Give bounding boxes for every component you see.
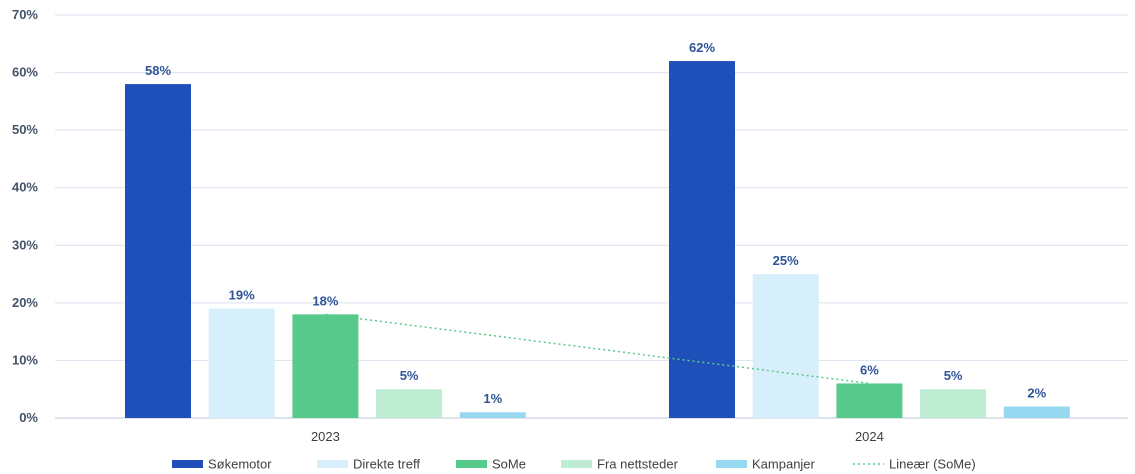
- data-label: 6%: [860, 362, 879, 377]
- legend-swatch: [561, 460, 592, 468]
- x-category-label: 2023: [311, 429, 340, 444]
- bar: [920, 389, 987, 418]
- data-label: 25%: [773, 253, 799, 268]
- data-label: 5%: [944, 368, 963, 383]
- data-label: 5%: [400, 368, 419, 383]
- legend-swatch: [172, 460, 203, 468]
- bar: [1003, 406, 1070, 418]
- legend-label: SoMe: [492, 457, 526, 472]
- bar: [376, 389, 443, 418]
- data-label: 18%: [312, 293, 338, 308]
- legend-label: Søkemotor: [208, 457, 272, 472]
- trendline: [325, 313, 870, 385]
- x-axis-categories: 2023 2024: [311, 429, 884, 444]
- y-tick-label: 60%: [12, 65, 38, 80]
- y-tick-label: 50%: [12, 122, 38, 137]
- y-axis-ticks: 0% 10% 20% 30% 40% 50% 60% 70%: [12, 7, 38, 425]
- legend-swatch: [317, 460, 348, 468]
- bar: [292, 314, 359, 418]
- bars: [125, 61, 1070, 419]
- legend-label: Kampanjer: [752, 457, 816, 472]
- bar: [836, 383, 903, 418]
- y-tick-label: 10%: [12, 352, 38, 367]
- data-label: 1%: [483, 391, 502, 406]
- y-tick-label: 0%: [19, 410, 38, 425]
- y-tick-label: 40%: [12, 180, 38, 195]
- legend-label: Fra nettsteder: [597, 457, 679, 472]
- bar: [752, 274, 819, 418]
- data-label: 2%: [1027, 385, 1046, 400]
- legend-label: Direkte treff: [353, 457, 420, 472]
- y-tick-label: 70%: [12, 7, 38, 22]
- legend: Søkemotor Direkte treff SoMe Fra nettsteder…: [172, 457, 976, 472]
- legend-label: Lineær (SoMe): [889, 457, 976, 472]
- legend-swatch: [716, 460, 747, 468]
- data-label: 19%: [229, 288, 255, 303]
- y-tick-label: 20%: [12, 295, 38, 310]
- bar: [669, 61, 735, 419]
- legend-swatch: [456, 460, 487, 468]
- data-label: 58%: [145, 63, 171, 78]
- bar: [125, 84, 191, 418]
- trendline-layer: [325, 313, 870, 385]
- data-label: 62%: [689, 40, 715, 55]
- bar: [208, 308, 275, 418]
- bar: [459, 412, 526, 418]
- y-tick-label: 30%: [12, 237, 38, 252]
- x-category-label: 2024: [855, 429, 884, 444]
- data-labels: 58% 19% 18% 5% 1% 62% 25% 6% 5% 2%: [145, 40, 1047, 406]
